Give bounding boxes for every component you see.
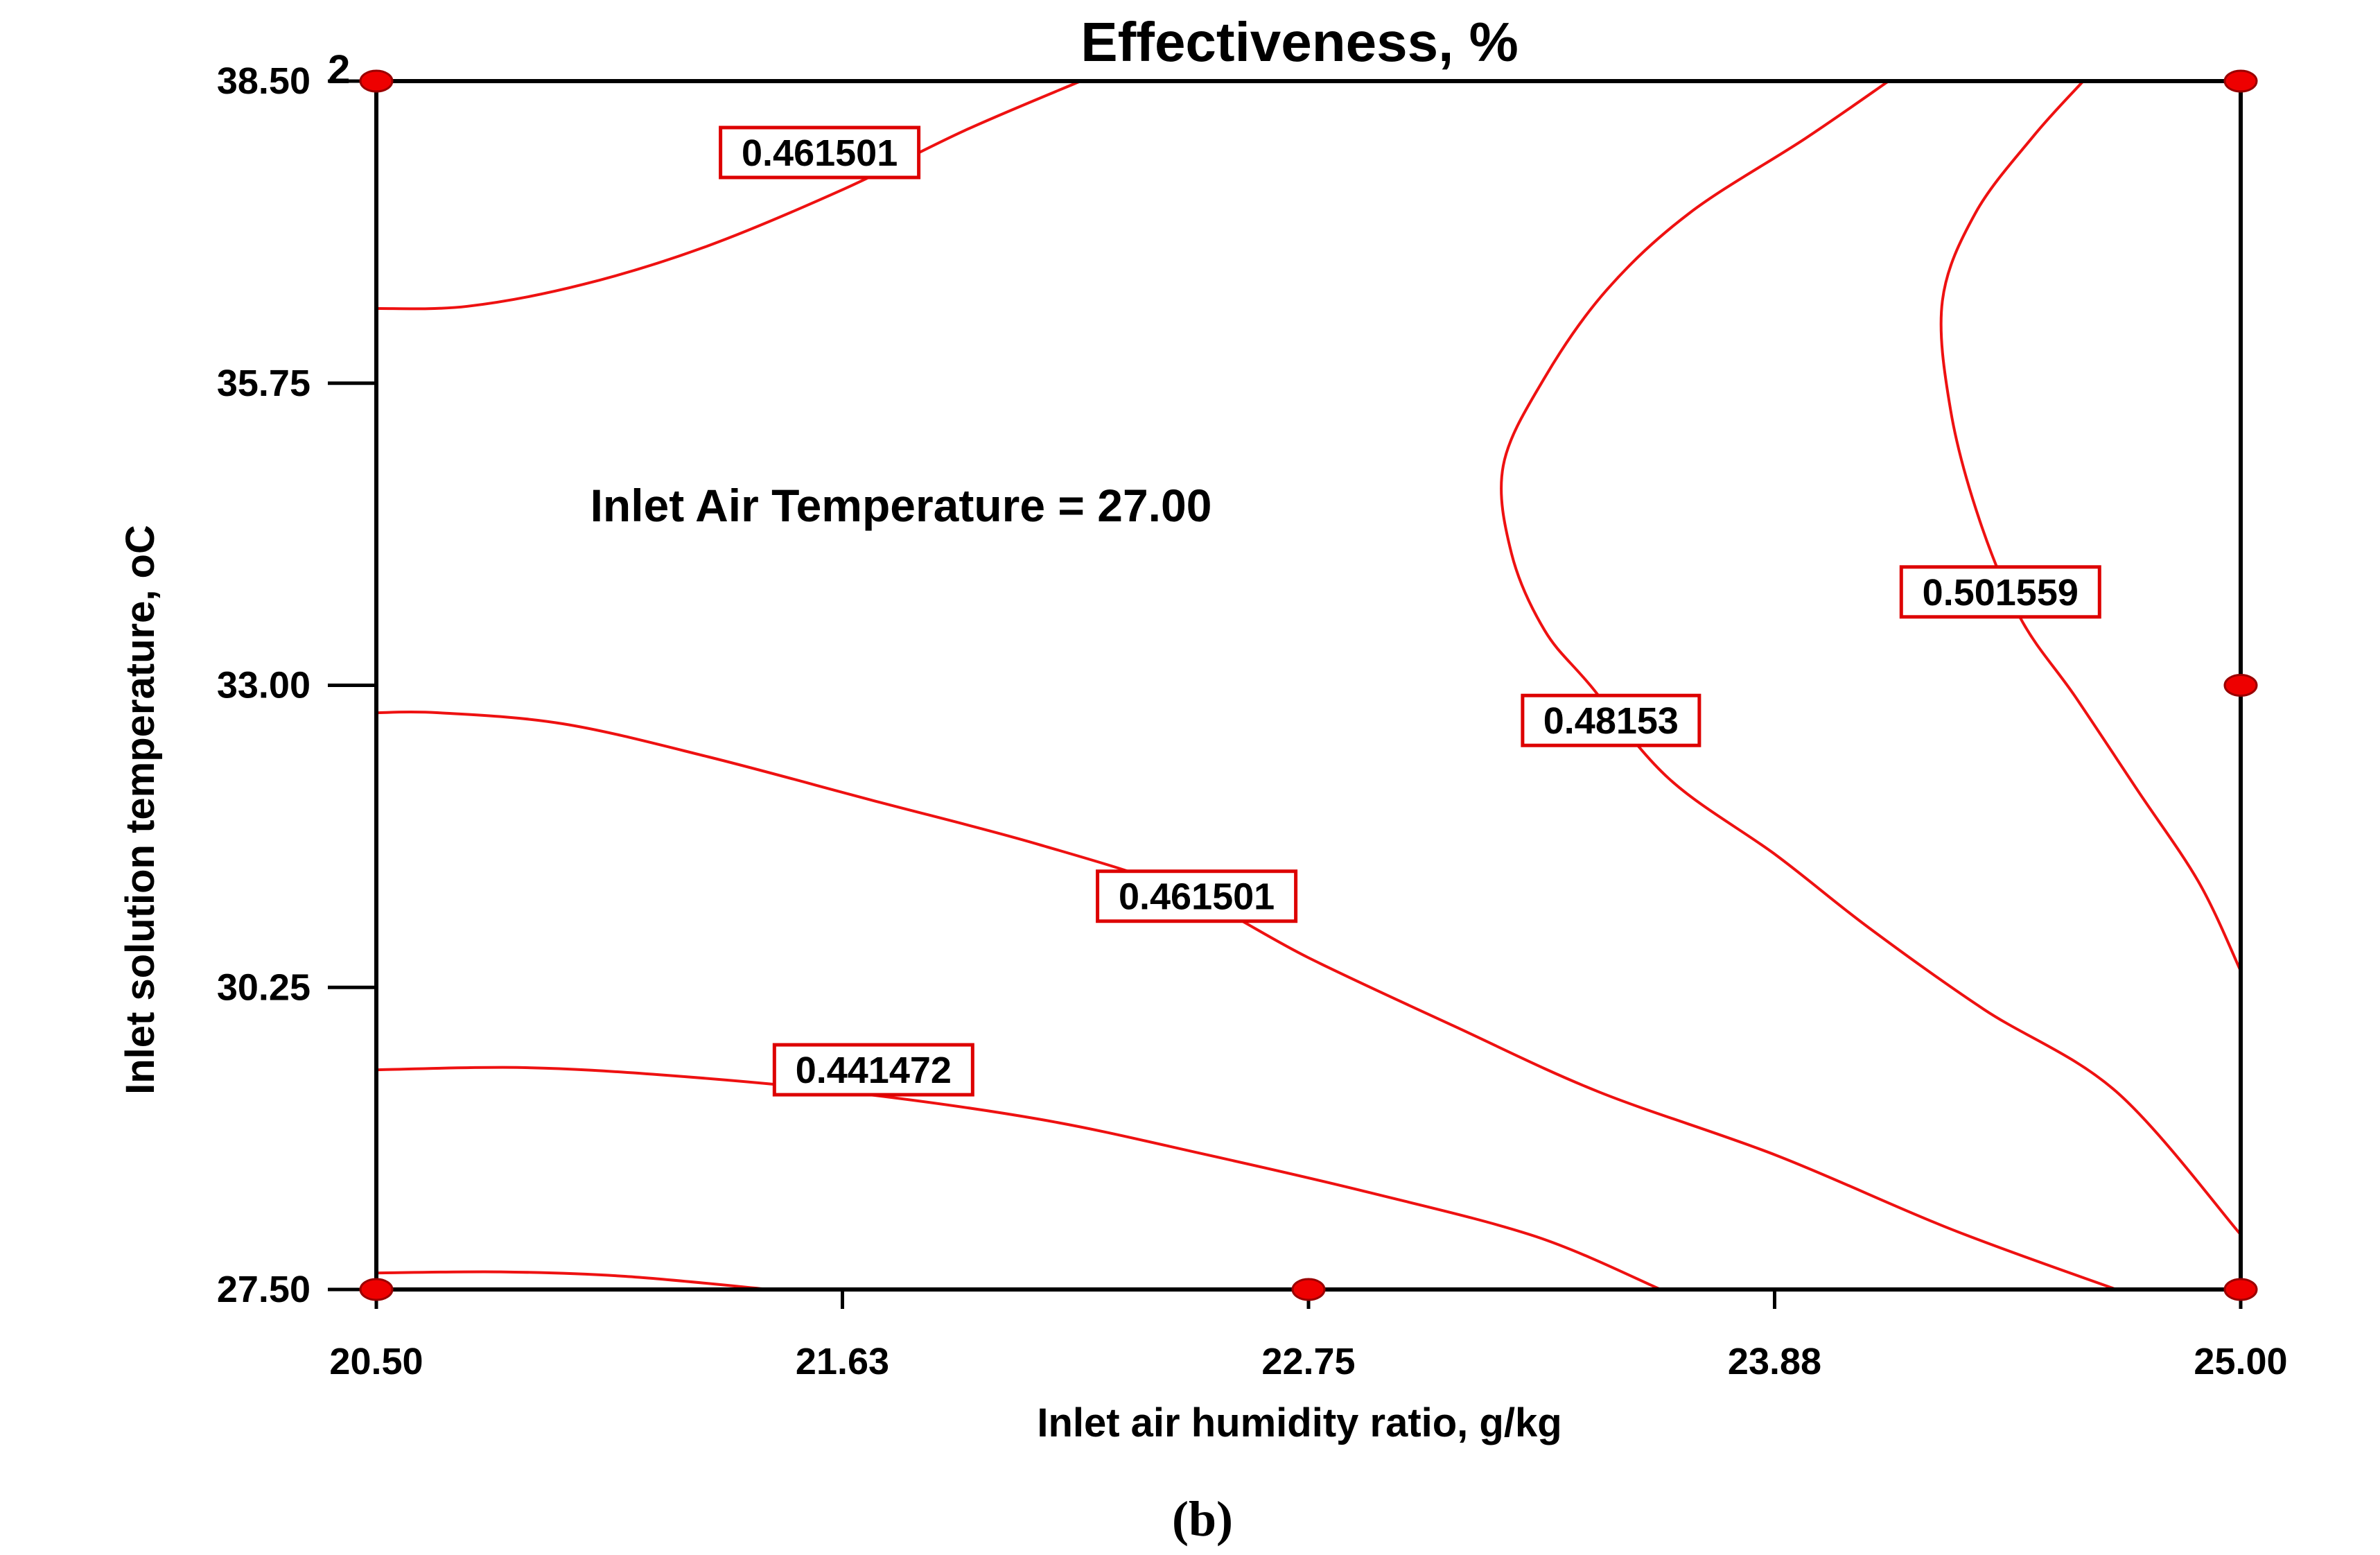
- contour-level-label: 0.461501: [742, 132, 898, 174]
- inlet-air-temperature-annotation: Inlet Air Temperature = 27.00: [590, 480, 1212, 531]
- contour-level-label: 0.441472: [796, 1050, 952, 1091]
- contour-label-box: [772, 1043, 974, 1097]
- x-tick-label: 20.50: [329, 1341, 423, 1382]
- contour-line: [376, 1066, 1661, 1291]
- contour-label-box: [719, 125, 921, 180]
- design-point-count-label: 2: [328, 47, 350, 92]
- x-axis-label: Inlet air humidity ratio, g/kg: [1037, 1400, 1561, 1445]
- contour-level-label: 0.501559: [1923, 572, 2079, 614]
- design-point: [2223, 674, 2258, 697]
- design-points: [359, 69, 2258, 1301]
- contour-line: [1939, 80, 2242, 972]
- y-tick-label: 35.75: [217, 363, 310, 404]
- y-tick-label: 38.50: [217, 60, 310, 102]
- y-tick-label: 30.25: [217, 966, 310, 1008]
- design-point: [2223, 1278, 2258, 1301]
- x-tick-label: 25.00: [2194, 1341, 2287, 1382]
- contour-label-box: [1521, 693, 1701, 747]
- contour-level-label: 0.48153: [1543, 700, 1679, 742]
- contour-label-box: [1096, 869, 1298, 923]
- chart-title: Effectiveness, %: [1080, 11, 1518, 73]
- panel-label: (b): [1172, 1491, 1233, 1547]
- contour-level-label: 0.461501: [1119, 876, 1275, 918]
- y-tick-label: 27.50: [217, 1269, 310, 1310]
- x-tick-label: 22.75: [1261, 1341, 1355, 1382]
- design-point: [2223, 69, 2258, 93]
- contour-line: [376, 1270, 771, 1291]
- tick-labels: 20.50 21.63 22.75 23.88 25.00 27.50 30.25 33.00…: [217, 60, 2288, 1382]
- y-tick-label: 33.00: [217, 665, 310, 706]
- x-tick-label: 23.88: [1728, 1341, 1821, 1382]
- x-tick-label: 21.63: [796, 1341, 889, 1382]
- y-axis-label: Inlet solution temperature, oC: [118, 525, 163, 1095]
- contour-labels: 0.461501 0.461501 0.441472 0.48153 0.501559: [719, 125, 2101, 1097]
- design-point: [1291, 1278, 1326, 1301]
- contour-label-box: [1899, 565, 2101, 619]
- contour-line: [376, 80, 1081, 311]
- contour-line: [1500, 80, 2242, 1236]
- design-point: [359, 69, 394, 93]
- design-point: [359, 1278, 394, 1301]
